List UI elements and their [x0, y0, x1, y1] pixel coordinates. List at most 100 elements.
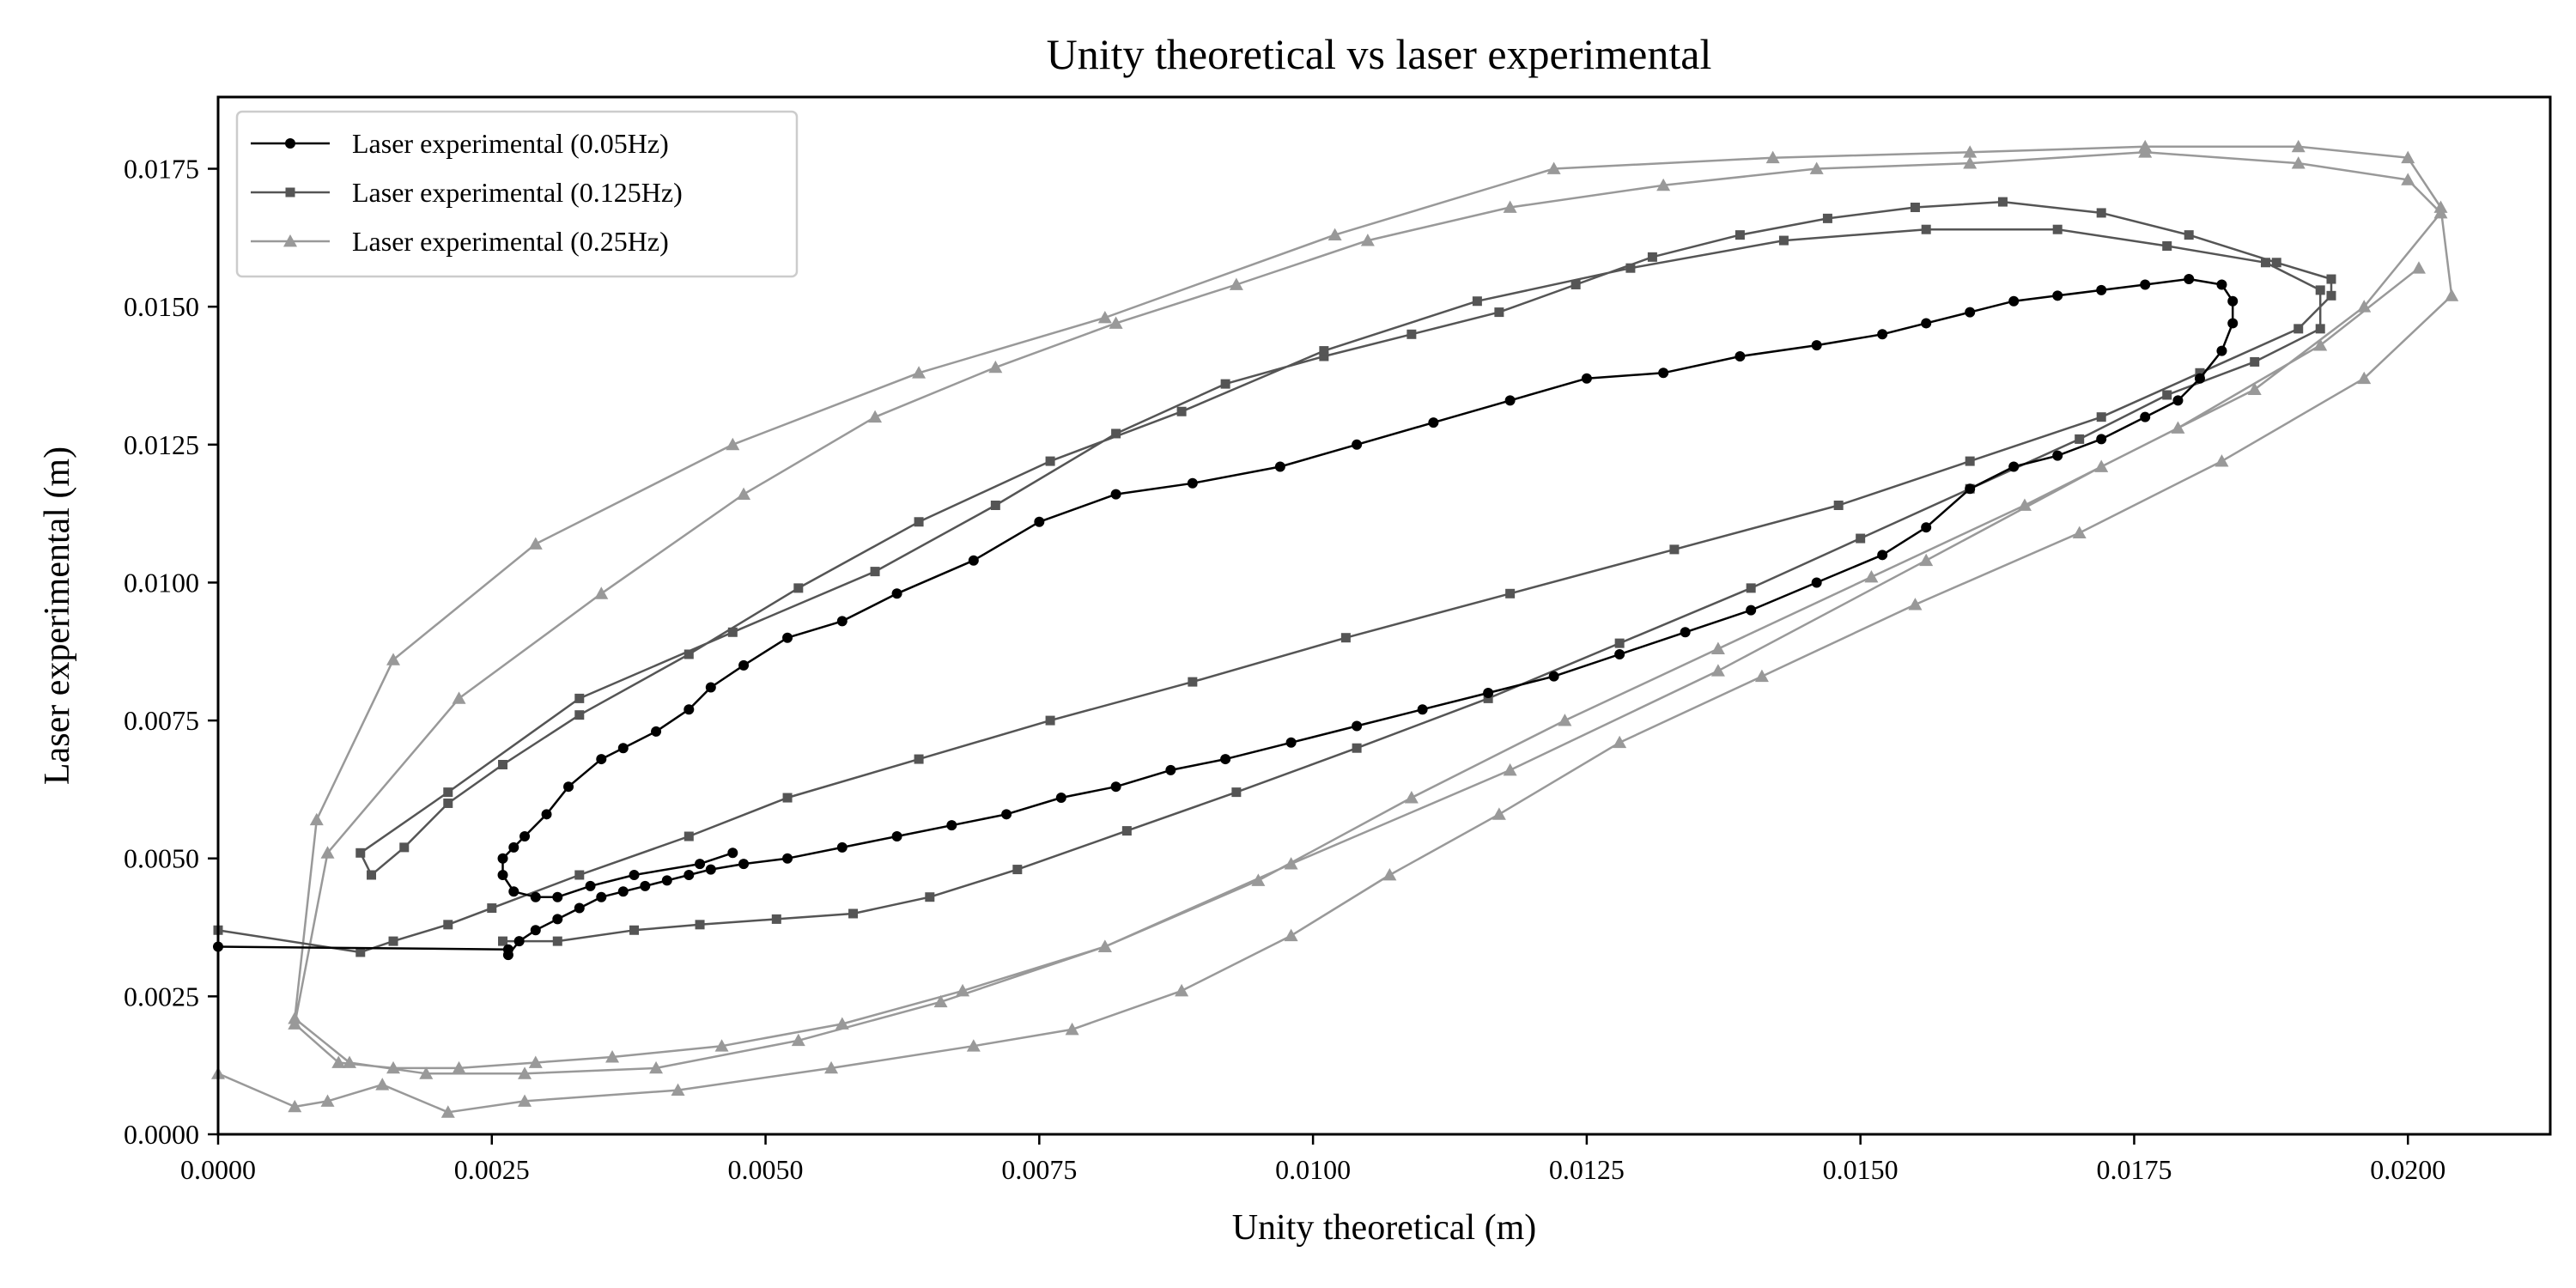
- data-point: [1352, 439, 1363, 450]
- data-point: [1921, 224, 1931, 234]
- data-point: [530, 925, 541, 936]
- data-point: [1097, 311, 1112, 324]
- data-point: [386, 653, 401, 665]
- data-point: [914, 754, 924, 764]
- data-point: [1494, 307, 1504, 318]
- data-point: [2195, 368, 2205, 378]
- data-point: [2184, 230, 2194, 240]
- data-point: [1340, 633, 1351, 643]
- data-point: [891, 831, 902, 842]
- data-point: [1319, 346, 1329, 356]
- data-point: [443, 798, 453, 808]
- data-point: [1614, 648, 1625, 659]
- data-point: [2094, 459, 2109, 472]
- data-point: [288, 1017, 302, 1030]
- legend-entry: Laser experimental (0.125Hz): [251, 177, 683, 208]
- data-point: [2291, 139, 2306, 153]
- data-point: [2184, 274, 2195, 285]
- y-tick-label: 0.0050: [124, 843, 199, 874]
- data-point: [355, 947, 366, 957]
- data-point: [1710, 664, 1725, 677]
- data-point: [2075, 434, 2085, 444]
- legend-marker: [283, 234, 297, 247]
- data-point: [2401, 173, 2415, 185]
- data-point: [1614, 638, 1625, 648]
- data-point: [1877, 550, 1888, 561]
- data-point: [1483, 687, 1494, 698]
- data-point: [1647, 252, 1657, 262]
- data-point: [2247, 382, 2262, 395]
- data-point: [1856, 533, 1866, 544]
- data-point: [727, 627, 738, 637]
- data-point: [1274, 461, 1285, 472]
- data-point: [1121, 826, 1132, 836]
- data-point: [1658, 368, 1669, 379]
- data-point: [1504, 395, 1516, 406]
- data-point: [2250, 356, 2260, 367]
- data-point: [782, 632, 793, 643]
- data-point: [2215, 454, 2229, 467]
- data-point: [836, 616, 848, 627]
- data-point: [1680, 627, 1691, 638]
- data-point: [528, 1055, 543, 1068]
- data-point: [487, 903, 497, 914]
- data-point: [452, 1060, 466, 1074]
- data-point: [2326, 274, 2336, 284]
- data-point: [782, 853, 793, 864]
- data-point: [596, 754, 607, 765]
- y-tick-label: 0.0025: [124, 981, 199, 1012]
- data-point: [2096, 434, 2107, 445]
- data-point: [956, 983, 970, 997]
- data-point: [1327, 228, 1342, 241]
- data-point: [1809, 161, 1824, 174]
- data-point: [2096, 412, 2106, 422]
- data-point: [2162, 390, 2172, 400]
- data-point: [513, 936, 525, 947]
- data-point: [1811, 577, 1822, 588]
- data-point: [518, 1094, 532, 1107]
- data-point: [2357, 300, 2372, 313]
- data-point: [1822, 213, 1832, 223]
- data-point: [574, 693, 585, 703]
- data-point: [1220, 379, 1230, 389]
- data-point: [695, 920, 705, 930]
- data-point: [1097, 939, 1112, 952]
- data-point: [552, 891, 563, 902]
- y-tick-label: 0.0150: [124, 291, 199, 322]
- data-point: [518, 1066, 532, 1079]
- data-point: [738, 859, 750, 870]
- data-point: [355, 848, 366, 858]
- data-point: [2008, 461, 2020, 472]
- data-point: [661, 875, 672, 886]
- data-point: [1963, 156, 1978, 169]
- data-point: [1034, 516, 1045, 527]
- data-point: [1965, 307, 1976, 318]
- data-point: [2401, 150, 2415, 164]
- data-point: [1352, 720, 1363, 732]
- data-point: [1382, 868, 1397, 881]
- x-tick-label: 0.0025: [454, 1154, 530, 1185]
- data-point: [1045, 456, 1055, 466]
- series-line: [217, 145, 2453, 1114]
- data-point: [2072, 526, 2087, 539]
- x-tick-label: 0.0075: [1001, 1154, 1077, 1185]
- data-point: [2172, 395, 2184, 406]
- data-point: [791, 1033, 805, 1047]
- data-point: [1188, 677, 1198, 687]
- data-point: [528, 537, 543, 550]
- data-point: [2315, 285, 2325, 295]
- data-point: [714, 1039, 729, 1052]
- data-point: [1110, 489, 1121, 500]
- data-point: [563, 781, 574, 793]
- data-point: [1735, 351, 1746, 361]
- data-point: [793, 583, 804, 593]
- data-point: [848, 908, 859, 919]
- data-point: [1406, 329, 1417, 339]
- data-point: [966, 1039, 981, 1052]
- data-point: [2313, 338, 2328, 351]
- data-point: [640, 880, 651, 891]
- data-point: [574, 902, 585, 914]
- legend-label: Laser experimental (0.125Hz): [352, 177, 683, 208]
- legend-marker: [285, 187, 295, 197]
